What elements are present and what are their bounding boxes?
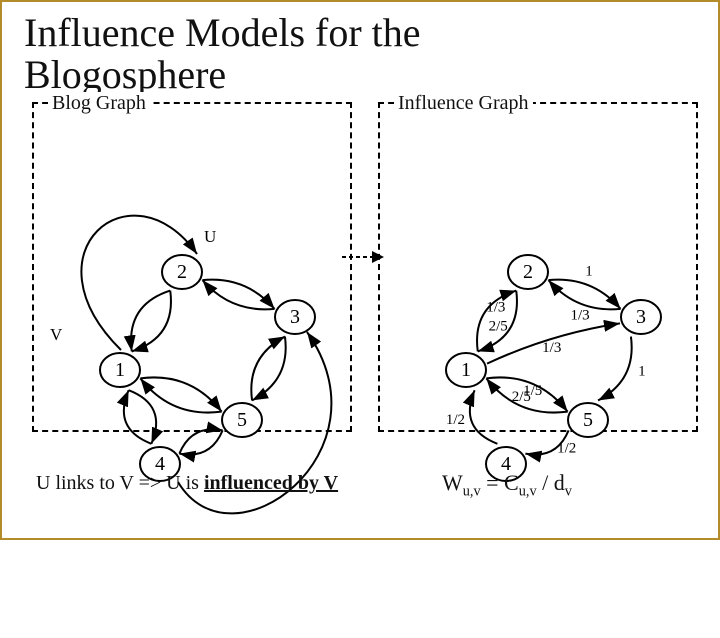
footnote-left-pre: U links to V => U is xyxy=(36,472,204,494)
svg-text:3: 3 xyxy=(636,306,646,328)
svg-text:U: U xyxy=(204,227,216,246)
svg-text:5: 5 xyxy=(583,409,593,431)
svg-text:1/3: 1/3 xyxy=(542,340,561,356)
svg-text:2/5: 2/5 xyxy=(489,319,508,335)
svg-text:1: 1 xyxy=(585,263,593,279)
svg-text:1/3: 1/3 xyxy=(570,308,589,324)
footnote-left: U links to V => U is influenced by V xyxy=(36,472,338,495)
panel-label-blog-graph: Blog Graph xyxy=(48,92,150,115)
panel-label-influence-graph: Influence Graph xyxy=(394,92,533,115)
influence-graph: 2/51/311/31/31/52/511/21/223154 xyxy=(378,102,720,638)
svg-text:1: 1 xyxy=(461,359,471,381)
svg-text:1/2: 1/2 xyxy=(446,412,465,428)
svg-text:2: 2 xyxy=(177,261,187,283)
svg-text:V: V xyxy=(50,325,63,344)
formula: Wu,v = Cu,v / dv xyxy=(442,470,572,500)
svg-text:1/2: 1/2 xyxy=(557,441,576,457)
slide: Influence Models for the Blogosphere Blo… xyxy=(0,0,720,540)
between-arrow-icon xyxy=(340,247,400,267)
svg-text:1/3: 1/3 xyxy=(486,299,505,315)
svg-text:1: 1 xyxy=(638,363,646,379)
slide-title: Influence Models for the Blogosphere xyxy=(24,12,421,96)
footnote-left-emph: influenced by V xyxy=(204,472,338,494)
svg-text:5: 5 xyxy=(237,409,247,431)
svg-text:3: 3 xyxy=(290,306,300,328)
svg-text:2/5: 2/5 xyxy=(512,389,531,405)
svg-text:2: 2 xyxy=(523,261,533,283)
svg-text:1: 1 xyxy=(115,359,125,381)
